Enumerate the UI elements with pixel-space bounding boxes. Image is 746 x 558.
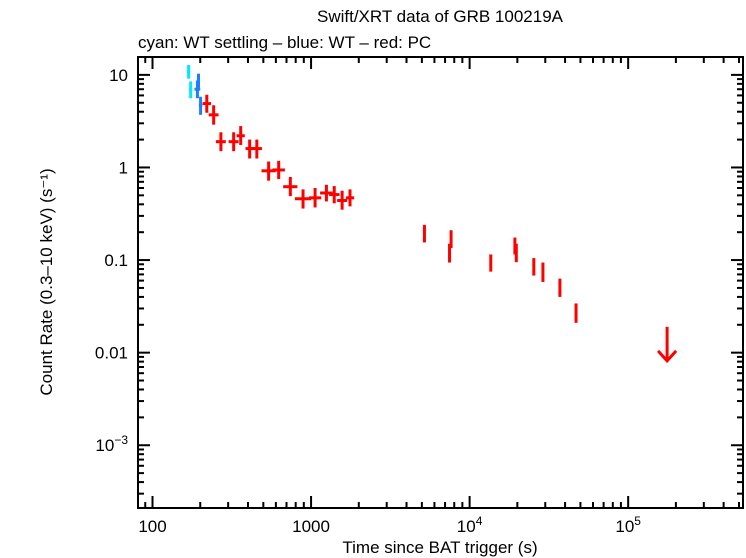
y-tick-label: 0.1 (104, 251, 128, 270)
data-point (283, 176, 298, 197)
y-tick-label: 10−3 (95, 433, 128, 455)
x-tick-label: 100 (138, 517, 166, 536)
y-axis-label: Count Rate (0.3–10 keV) (s⁻¹) (37, 168, 56, 395)
chart-title: Swift/XRT data of GRB 100219A (317, 7, 564, 26)
x-tick-label: 1000 (292, 517, 330, 536)
data-point (532, 258, 536, 276)
data-point (189, 81, 193, 99)
data-point (337, 190, 348, 210)
plot-frame (137, 56, 744, 509)
data-point (228, 132, 239, 152)
data-point (194, 80, 201, 99)
data-point (574, 303, 578, 323)
y-tick-label: 0.01 (95, 344, 128, 363)
x-axis-label: Time since BAT trigger (s) (342, 538, 537, 557)
data-point (448, 243, 452, 263)
axes: 100 1000 104 105 10 1 0.1 0.01 10−3 (95, 56, 744, 536)
data-point (272, 160, 285, 180)
data-point (329, 186, 340, 204)
data-point (251, 139, 262, 159)
data-point (294, 189, 312, 209)
data-point (449, 230, 453, 248)
data-point (215, 132, 226, 152)
y-tick-label: 10 (109, 66, 128, 85)
data-point (514, 243, 518, 263)
x-tick-label: 105 (615, 514, 641, 536)
data-point (236, 126, 245, 145)
data-point (308, 188, 322, 208)
data-point (345, 189, 355, 207)
data-point (541, 262, 545, 282)
x-tick-label: 104 (457, 514, 483, 536)
chart-subtitle: cyan: WT settling – blue: WT – red: PC (138, 33, 431, 52)
data-point (489, 254, 493, 272)
arrow-head (656, 349, 678, 364)
upper-limit-arrow (656, 326, 678, 364)
data-marks (186, 64, 678, 364)
data-point (198, 96, 203, 115)
data-point (558, 278, 562, 297)
data-point (320, 184, 333, 202)
y-tick-label: 1 (119, 158, 128, 177)
data-point (202, 94, 212, 113)
data-point (208, 105, 219, 125)
data-point (422, 224, 426, 243)
data-point (186, 64, 191, 79)
